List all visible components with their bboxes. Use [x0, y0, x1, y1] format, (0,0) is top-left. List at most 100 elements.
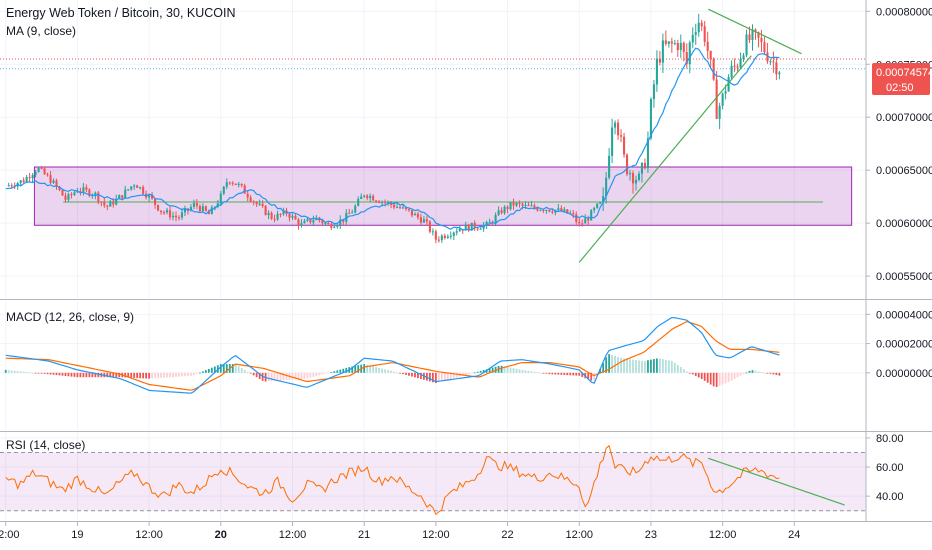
candle-body — [649, 99, 652, 139]
candle-body — [46, 174, 49, 176]
macd-histogram-bar — [190, 372, 192, 376]
candle-body — [106, 205, 109, 207]
macd-histogram-bar — [653, 359, 655, 373]
candle-body — [261, 203, 264, 206]
macd-lines — [5, 316, 780, 394]
macd-histogram-bar — [623, 358, 625, 373]
candle-body — [43, 168, 46, 175]
macd-histogram-bar — [656, 358, 658, 373]
time-axis[interactable]: 12:00 19 12:00 20 12:00 21 12:00 22 12:00 23 12:00… — [0, 522, 800, 541]
candle-body — [778, 72, 781, 75]
axis-tick-label: 60.00 — [876, 462, 904, 474]
macd-histogram-bar — [139, 372, 142, 379]
candle-body — [243, 185, 246, 194]
macd-histogram-bar — [133, 372, 136, 378]
candle-body — [542, 210, 545, 212]
macd-histogram-bar — [339, 369, 342, 373]
time-tick-label: 21 — [358, 529, 370, 541]
candle-body — [422, 219, 425, 223]
rsi-axis[interactable]: 80.00 60.00 40.00 — [866, 433, 904, 503]
macd-histogram-bar — [676, 364, 679, 373]
macd-histogram-bar — [769, 372, 772, 374]
macd-histogram-bar — [58, 372, 61, 376]
candle-body — [267, 212, 270, 215]
rsi-pane[interactable]: 80.00 60.00 40.00 — [0, 433, 904, 520]
macd-pane[interactable]: 0.00004000 0.00002000 0.00000000 — [0, 301, 932, 430]
candle-body — [357, 198, 360, 206]
macd-histogram-bar — [387, 370, 389, 373]
macd-histogram-bar — [333, 371, 336, 373]
price-pane[interactable]: 0.000800000.000750000.000700000.00065000… — [0, 0, 932, 298]
macd-histogram-bar — [730, 372, 733, 381]
candle-body — [7, 185, 10, 187]
candle-body — [518, 202, 521, 204]
candle-body — [655, 58, 658, 85]
macd-histogram-bar — [461, 372, 464, 376]
candle-body — [309, 219, 312, 223]
macd-axis[interactable]: 0.00004000 0.00002000 0.00000000 — [866, 309, 932, 380]
macd-histogram-bar — [635, 360, 637, 373]
macd-histogram-bar — [506, 366, 509, 373]
macd-histogram-bar — [291, 372, 294, 380]
macd-histogram-bar — [94, 372, 97, 378]
macd-histogram-bar — [712, 372, 715, 387]
macd-histogram-bar — [318, 372, 321, 376]
macd-histogram-bar — [578, 372, 581, 376]
time-tick-label: 24 — [788, 529, 800, 541]
macd-histogram-bar — [169, 372, 171, 378]
macd-histogram-bar — [345, 367, 348, 373]
candle-body — [608, 155, 611, 178]
macd-histogram-bar — [321, 372, 324, 375]
macd-histogram-bar — [691, 372, 694, 375]
candle-body — [614, 122, 617, 128]
macd-histogram-bar — [366, 364, 369, 373]
macd-histogram-bar — [431, 372, 434, 383]
candle-body — [19, 180, 22, 184]
candle-body — [345, 212, 348, 222]
macd-histogram-bar — [467, 372, 470, 375]
rsi-legend: RSI (14, close) — [6, 438, 85, 452]
candle-body — [73, 192, 76, 195]
candle-body — [31, 175, 34, 179]
macd-histogram-bar — [300, 372, 303, 380]
candle-body — [58, 186, 61, 191]
macd-histogram-bar — [679, 367, 682, 373]
macd-histogram-bar — [91, 372, 94, 378]
candle-body — [673, 42, 676, 44]
macd-histogram-bar — [638, 360, 640, 373]
macd-histogram-bar — [518, 369, 521, 373]
candle-body — [249, 197, 252, 202]
macd-histogram-bar — [157, 372, 159, 379]
macd-histogram-bar — [4, 369, 7, 373]
macd-histogram-bar — [599, 368, 602, 373]
candle-body — [676, 42, 679, 50]
macd-histogram-bar — [420, 372, 422, 379]
candle-body — [231, 182, 234, 184]
macd-histogram-bar — [470, 372, 473, 374]
time-tick-label: 12:00 — [279, 529, 307, 541]
candle-body — [177, 217, 181, 219]
macd-histogram-bar — [237, 366, 240, 373]
candle-body — [449, 235, 452, 237]
macd-histogram-bar — [554, 372, 557, 375]
candle-body — [431, 231, 434, 233]
time-tick-label: 19 — [71, 529, 83, 541]
candle-body — [279, 213, 282, 215]
candle-body — [685, 51, 688, 65]
macd-histogram-bar — [225, 364, 228, 373]
axis-tick-label: 0.00000000 — [876, 368, 932, 380]
candle-body — [733, 65, 736, 67]
candle-body — [82, 187, 85, 192]
candle-body — [401, 207, 405, 209]
candle-body — [470, 222, 473, 231]
macd-histogram-bar — [700, 372, 703, 380]
macd-histogram-bar — [16, 371, 19, 373]
candle-body — [590, 210, 593, 221]
rsi-lines — [5, 444, 845, 516]
macd-histogram-bar — [775, 372, 778, 376]
candle-body — [88, 189, 91, 196]
candle-body — [213, 206, 216, 208]
candle-body — [548, 209, 551, 212]
macd-histogram-bar — [255, 372, 258, 378]
